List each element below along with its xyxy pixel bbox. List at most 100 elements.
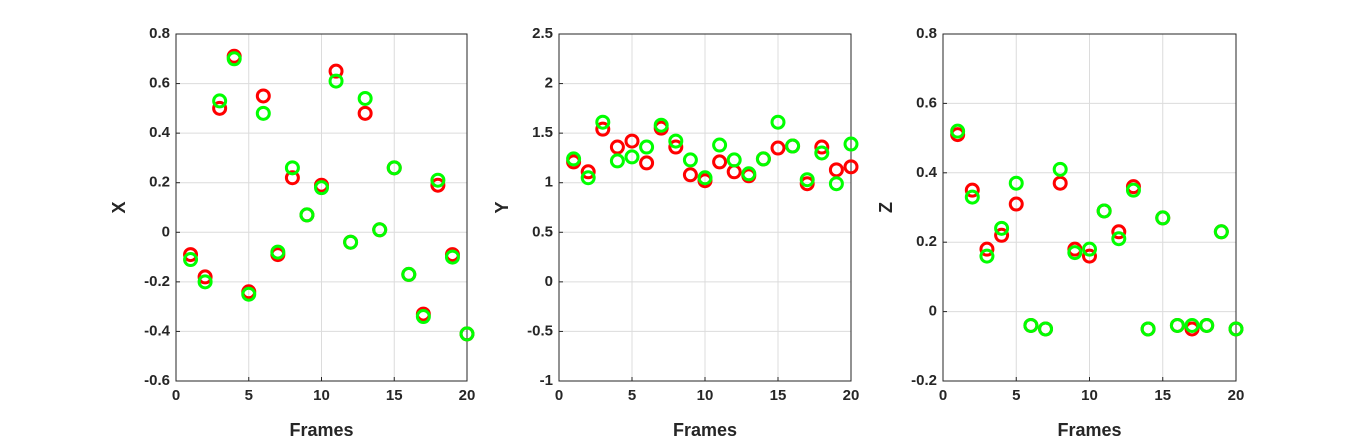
x-tick-label: 0 xyxy=(172,387,180,404)
point xyxy=(284,170,300,186)
y-tick-label: 0 xyxy=(545,273,553,290)
point xyxy=(1096,203,1112,219)
point xyxy=(580,164,596,180)
point xyxy=(357,90,373,106)
point xyxy=(814,139,830,155)
y-tick-label: 1.5 xyxy=(532,124,553,141)
point xyxy=(1038,321,1054,337)
y-tick-label: 0 xyxy=(162,223,170,240)
point xyxy=(843,136,859,152)
x-tick-label: 0 xyxy=(555,387,563,404)
point xyxy=(682,152,698,168)
point xyxy=(994,220,1010,236)
point xyxy=(609,139,625,155)
point xyxy=(580,170,596,186)
point xyxy=(1199,317,1215,333)
point xyxy=(950,123,966,139)
y-tick-label: 2.5 xyxy=(532,25,553,42)
y-tick-label: -0.4 xyxy=(144,322,171,339)
point xyxy=(964,189,980,205)
y-tick-label: 0.8 xyxy=(916,25,937,42)
point xyxy=(299,207,315,223)
point xyxy=(1082,241,1097,257)
x-tick-label: 10 xyxy=(697,387,714,404)
point xyxy=(668,133,684,149)
point xyxy=(595,114,611,130)
point xyxy=(828,176,844,192)
point xyxy=(609,153,625,169)
point xyxy=(566,151,582,167)
y-tick-label: 0.4 xyxy=(916,164,938,181)
point xyxy=(1052,175,1068,191)
y-tick-label: -0.6 xyxy=(144,372,170,389)
axes-box xyxy=(175,33,468,382)
point xyxy=(1155,210,1171,226)
y-tick-label: 0.6 xyxy=(916,94,937,111)
point xyxy=(197,274,213,290)
y-tick-label: 0.4 xyxy=(149,124,171,141)
point xyxy=(386,160,402,176)
point xyxy=(226,51,242,67)
y-tick-label: -0.5 xyxy=(527,322,553,339)
point xyxy=(799,172,815,188)
axes-box xyxy=(558,33,852,382)
point xyxy=(430,172,446,188)
point xyxy=(328,73,344,89)
point xyxy=(284,160,300,176)
point xyxy=(741,166,757,182)
x-tick-label: 15 xyxy=(770,387,787,404)
y-tick-label: -1 xyxy=(540,372,553,389)
x-tick-label: 0 xyxy=(939,387,947,404)
point xyxy=(828,162,844,178)
point xyxy=(964,182,980,198)
point xyxy=(843,159,859,175)
point xyxy=(595,121,611,137)
point xyxy=(1023,317,1039,333)
point xyxy=(1125,182,1141,198)
x-tick-label: 10 xyxy=(313,387,330,404)
point xyxy=(1067,245,1083,261)
y-tick-label: 0.2 xyxy=(149,174,170,191)
point xyxy=(979,248,995,264)
y-tick-label: 0.6 xyxy=(149,75,170,92)
point xyxy=(343,234,359,250)
x-tick-label: 5 xyxy=(628,387,636,404)
point xyxy=(785,138,801,154)
point xyxy=(183,252,199,268)
x-tick-label: 20 xyxy=(1228,387,1245,404)
point xyxy=(430,177,446,193)
point xyxy=(415,309,431,325)
point xyxy=(197,269,213,285)
point xyxy=(697,170,713,186)
x-tick-label: 15 xyxy=(386,387,403,404)
x-axis-label: Frames xyxy=(1057,420,1121,440)
point xyxy=(653,117,669,133)
axes-box xyxy=(942,33,1237,382)
y-axis-label: Z xyxy=(876,202,896,213)
point xyxy=(1052,161,1068,177)
point xyxy=(994,227,1010,243)
point xyxy=(712,154,728,170)
point xyxy=(770,114,786,130)
x-tick-label: 5 xyxy=(245,387,253,404)
point xyxy=(1140,321,1156,337)
point xyxy=(357,105,373,121)
y-tick-label: 0 xyxy=(929,303,937,320)
point xyxy=(372,222,388,238)
point xyxy=(624,133,640,149)
point xyxy=(1082,248,1097,264)
point xyxy=(1008,196,1024,212)
point xyxy=(814,145,830,161)
point xyxy=(241,286,257,302)
point xyxy=(328,63,344,79)
point xyxy=(1213,224,1229,240)
point xyxy=(459,326,475,342)
y-tick-label: 0.2 xyxy=(916,233,937,250)
y-tick-label: 0.5 xyxy=(532,223,553,240)
point xyxy=(639,139,655,155)
point xyxy=(979,241,995,257)
point xyxy=(1008,175,1024,191)
point xyxy=(314,180,329,196)
point xyxy=(726,152,742,168)
